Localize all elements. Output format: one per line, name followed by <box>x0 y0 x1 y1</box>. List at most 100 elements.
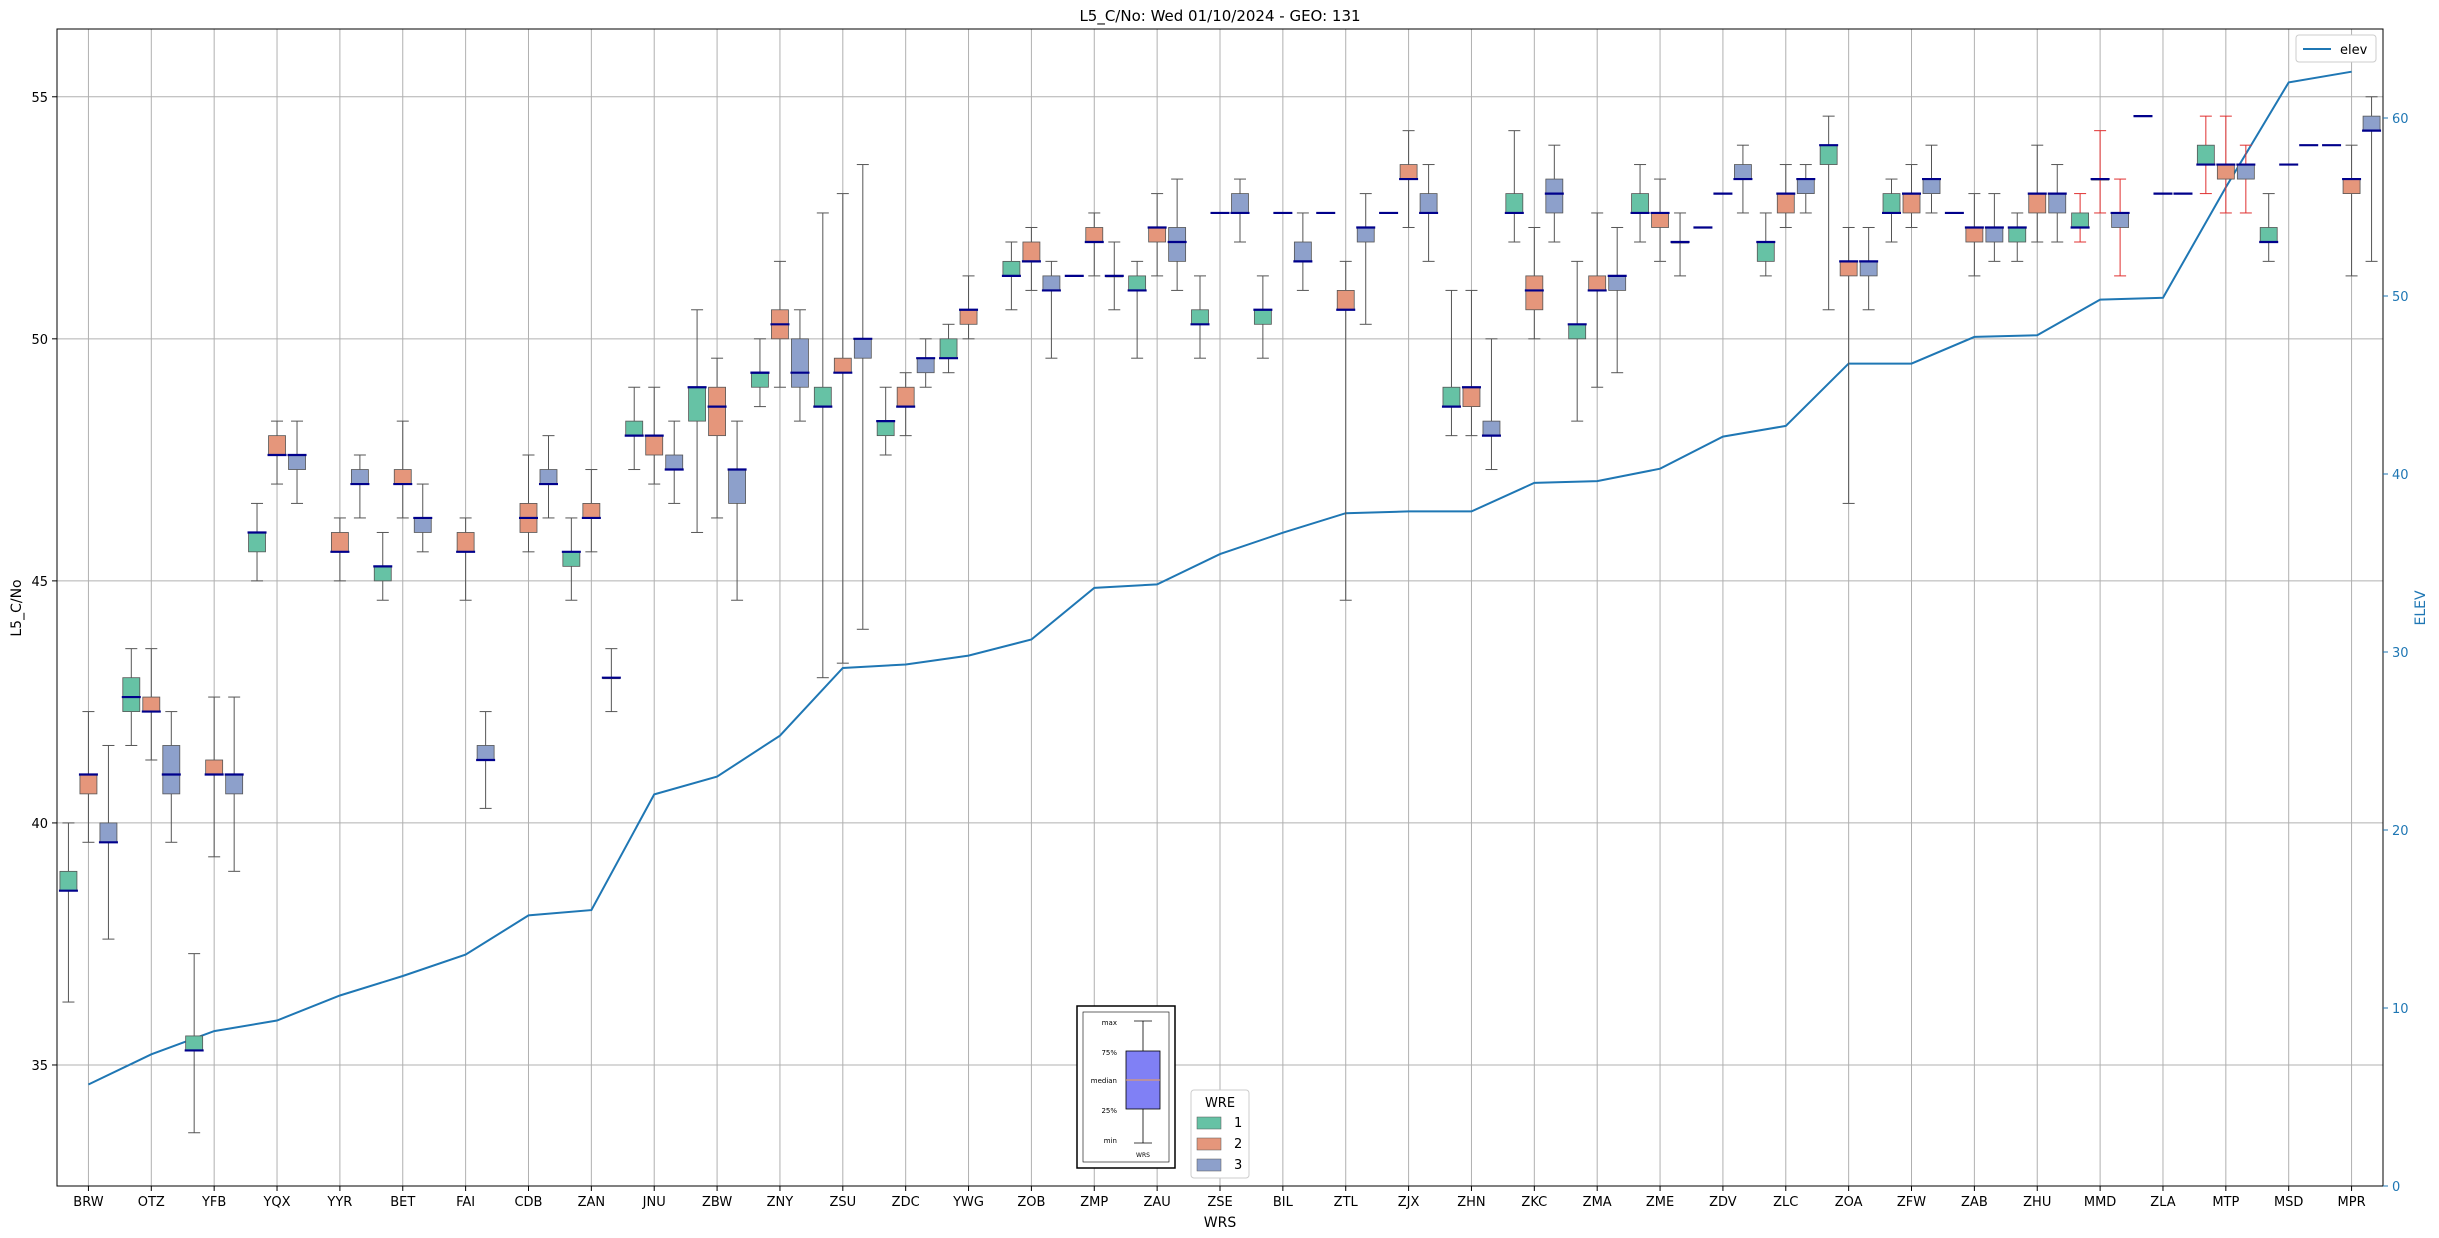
box-ZAN-s1 <box>562 551 581 567</box>
x-tick-label-BIL: BIL <box>1273 1195 1294 1210</box>
box-FAI-s2 <box>456 532 475 553</box>
box-BET-s3 <box>413 517 432 533</box>
legend-elev-frame <box>2295 34 2377 63</box>
legend-swatch-1 <box>1196 1116 1222 1130</box>
x-tick-label-MMD: MMD <box>2084 1195 2116 1210</box>
y-tick-label-55: 55 <box>31 91 48 106</box>
box-ZMA-s3 <box>1608 275 1627 291</box>
x-tick-label-ZLA: ZLA <box>2150 1195 2175 1210</box>
box-ZHU-s2 <box>2028 193 2047 214</box>
box-key: max 75% median 25% min WRS <box>1076 1005 1176 1169</box>
box-ZLC-s1 <box>1756 241 1775 262</box>
box-key-xlabel: WRS <box>1136 1152 1150 1159</box>
box-ZMP-s2 <box>1085 227 1104 243</box>
legend-elev: elev <box>2295 34 2377 63</box>
x-tick-label-ZSU: ZSU <box>829 1195 856 1210</box>
x-tick-label-ZBW: ZBW <box>702 1195 732 1210</box>
box-YYR-s2 <box>330 532 349 553</box>
box-ZJX-s2 <box>1399 164 1418 180</box>
box-YFB-s2 <box>205 759 224 775</box>
box-MMD-s1 <box>2071 212 2090 228</box>
x-tick-label-ZHN: ZHN <box>1457 1195 1485 1210</box>
box-ZDC-s3 <box>916 357 935 374</box>
x-tick-label-ZSE: ZSE <box>1207 1195 1232 1210</box>
legend-wre: WRE 1 2 3 <box>1190 1089 1250 1179</box>
x-tick-label-ZNY: ZNY <box>767 1195 794 1210</box>
box-BET-s2 <box>393 469 412 485</box>
box-ZLC-s3 <box>1796 178 1815 194</box>
box-YYR-s3 <box>350 469 369 485</box>
box-JNU-s2 <box>645 435 664 456</box>
box-YWG-s1 <box>939 338 958 359</box>
box-ZNY-s1 <box>751 372 769 388</box>
x-tick-label-ZJX: ZJX <box>1398 1195 1420 1210</box>
box-MTP-s1 <box>2196 144 2215 165</box>
x-tick-label-ZOB: ZOB <box>1017 1195 1045 1210</box>
box-ZSE-s3 <box>1231 193 1249 214</box>
box-group <box>58 96 2382 1134</box>
box-BRW-s1 <box>59 870 78 892</box>
box-ZHN-s2 <box>1462 386 1481 407</box>
box-OTZ-s3 <box>162 745 181 795</box>
box-ZBW-s1 <box>688 386 706 422</box>
y-tick-label-45: 45 <box>31 575 48 590</box>
box-ZOA-s3 <box>1859 260 1878 277</box>
box-key-label-max: max <box>1102 1019 1117 1027</box>
y2-tick-label-10: 10 <box>2392 1002 2409 1017</box>
box-YQX-s2 <box>268 435 286 456</box>
box-ZAU-s3 <box>1168 227 1187 262</box>
y-axis-left: 35 40 45 50 55 <box>31 91 57 1074</box>
x-tick-label-ZMP: ZMP <box>1080 1195 1108 1210</box>
box-MPR-s3 <box>2362 115 2381 132</box>
x-tick-label-OTZ: OTZ <box>138 1195 165 1210</box>
legend-wre-frame <box>1190 1089 1250 1179</box>
box-ZAB-s3 <box>1985 227 2004 243</box>
box-BIL-s1 <box>1253 309 1272 325</box>
box-OTZ-s2 <box>142 696 161 712</box>
y-tick-label-40: 40 <box>31 817 48 832</box>
box-key-label-q1: 25% <box>1101 1107 1117 1115</box>
x-tick-label-ZOA: ZOA <box>1835 1195 1863 1210</box>
box-OTZ-s1 <box>122 677 141 712</box>
x-tick-label-ZTL: ZTL <box>1334 1195 1359 1210</box>
box-YQX-s3 <box>288 454 306 470</box>
box-ZHU-s1 <box>2008 227 2027 243</box>
legend-swatch-3 <box>1196 1158 1222 1172</box>
box-ZFW-s2 <box>1902 193 1921 214</box>
box-BRW-s3 <box>99 822 118 843</box>
box-ZMA-s1 <box>1568 323 1587 340</box>
box-ZDV-s3 <box>1734 164 1752 180</box>
y-axis-label: L5_C/No <box>9 579 25 636</box>
x-tick-label-BRW: BRW <box>73 1195 103 1210</box>
x-tick-label-ZFW: ZFW <box>1897 1195 1926 1210</box>
box-ZSE-s1 <box>1191 309 1209 325</box>
legend-elev-label: elev <box>2340 43 2368 58</box>
box-ZBW-s3 <box>728 469 746 504</box>
x-tick-label-ZMA: ZMA <box>1583 1195 1612 1210</box>
box-ZOB-s3 <box>1042 275 1061 291</box>
box-ZAB-s2 <box>1965 227 1984 243</box>
box-key-label-median: median <box>1091 1077 1117 1085</box>
box-ZSU-s3 <box>853 338 872 359</box>
x-axis-label: WRS <box>1204 1215 1237 1231</box>
box-key-label-q3: 75% <box>1101 1049 1117 1057</box>
box-ZHN-s1 <box>1442 386 1461 407</box>
box-MSD-s1 <box>2259 227 2278 243</box>
box-FAI-s3 <box>476 745 495 761</box>
box-ZOA-s1 <box>1819 144 1838 165</box>
x-tick-label-ZDV: ZDV <box>1709 1195 1737 1210</box>
x-tick-label-ZDC: ZDC <box>892 1195 920 1210</box>
box-ZME-s2 <box>1651 212 1669 228</box>
legend-label-1: 1 <box>1234 1116 1242 1131</box>
box-ZHU-s3 <box>2048 193 2067 214</box>
legend-label-2: 2 <box>1234 1137 1242 1152</box>
elev-line <box>87 70 2352 1086</box>
chart-title: L5_C/No: Wed 01/10/2024 - GEO: 131 <box>1079 7 1360 26</box>
x-tick-label-YYR: YYR <box>326 1195 352 1210</box>
y2-tick-label-40: 40 <box>2392 468 2409 483</box>
x-axis: BRW OTZ YFB YQX YYR BET FAI CDB ZAN JNU ZBW ZNY ZSU Z… <box>73 1186 2366 1210</box>
box-key-label-min: min <box>1104 1137 1117 1145</box>
box-ZOA-s2 <box>1839 260 1858 277</box>
y-tick-label-50: 50 <box>31 333 48 348</box>
